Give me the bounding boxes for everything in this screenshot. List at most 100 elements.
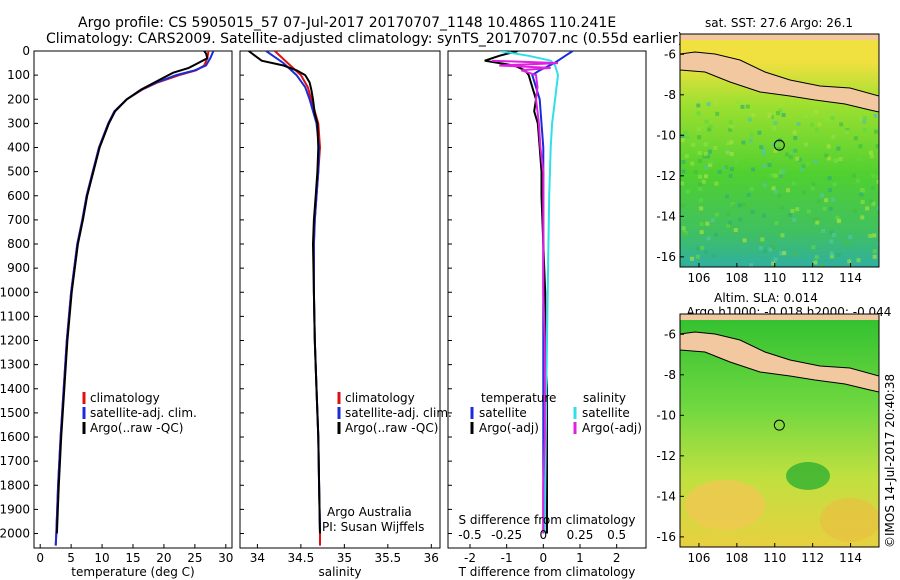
sst-pixel bbox=[703, 151, 708, 156]
sst-pixel bbox=[680, 134, 685, 138]
map-x-tick-label: 108 bbox=[725, 271, 748, 285]
sst-pixel bbox=[707, 127, 712, 132]
depth-tick-label: 1200 bbox=[0, 334, 30, 348]
map-x-tick-label: 110 bbox=[763, 551, 786, 565]
depth-tick-label: 1700 bbox=[0, 454, 30, 468]
sst-pixel bbox=[835, 215, 840, 220]
map-y-tick-label: -10 bbox=[656, 408, 676, 422]
x-tick-label: 20 bbox=[156, 551, 171, 565]
sst-pixel bbox=[801, 164, 806, 169]
sst-pixel bbox=[788, 155, 793, 160]
sst-pixel bbox=[728, 108, 733, 113]
sst-pixel bbox=[786, 188, 790, 193]
sst-pixel bbox=[824, 153, 829, 158]
sst-pixel bbox=[771, 261, 776, 266]
sst-pixel bbox=[814, 128, 819, 133]
depth-tick-label: 500 bbox=[7, 165, 30, 179]
sst-pixel bbox=[872, 254, 877, 259]
sst-pixel bbox=[793, 148, 798, 153]
sst-pixel bbox=[816, 199, 821, 204]
sst-pixel bbox=[803, 142, 808, 147]
sst-pixel bbox=[761, 147, 766, 152]
sst-pixel bbox=[741, 202, 746, 207]
sst-pixel bbox=[728, 120, 733, 125]
sst-pixel bbox=[858, 144, 863, 149]
sst-pixel bbox=[708, 124, 713, 129]
series-line-argo-raw-qc- bbox=[55, 51, 209, 534]
sst-pixel bbox=[773, 120, 778, 125]
x-tick-label: 0 bbox=[36, 551, 44, 565]
sst-pixel bbox=[767, 112, 772, 117]
sst-pixel bbox=[777, 193, 782, 198]
sst-pixel bbox=[680, 263, 685, 267]
sst-pixel bbox=[830, 254, 834, 259]
sst-pixel bbox=[796, 122, 801, 126]
sst-pixel bbox=[758, 240, 763, 245]
temperature-x-axis: 0 5 10 15 20 25 30 bbox=[36, 544, 233, 565]
sst-pixel bbox=[728, 127, 733, 132]
sst-pixel bbox=[731, 203, 736, 208]
sst-pixel bbox=[845, 129, 850, 134]
sst-texture bbox=[680, 100, 879, 267]
sst-pixel bbox=[698, 186, 702, 191]
sst-pixel bbox=[820, 193, 824, 198]
sst-pixel bbox=[814, 110, 819, 114]
sst-pixel bbox=[704, 165, 709, 170]
sst-pixel bbox=[810, 112, 815, 117]
sst-pixel bbox=[750, 209, 755, 214]
map-x-tick-label: 112 bbox=[801, 271, 824, 285]
sst-pixel bbox=[811, 182, 816, 187]
difference-xlabel-bottom: T difference from climatology bbox=[458, 565, 636, 579]
legend-label-s-argo: Argo(-adj) bbox=[582, 421, 642, 435]
sst-pixel bbox=[769, 173, 774, 178]
x-tick-label: 0 bbox=[540, 551, 548, 565]
sst-pixel bbox=[839, 122, 844, 127]
sst-pixel bbox=[767, 163, 772, 167]
sla-map: 106 108 110 112 114 -6 -8 -10 -12 -14 -16 bbox=[656, 313, 880, 565]
x-tick-label: 35.5 bbox=[374, 551, 401, 565]
depth-axis: 0 100 200 300 400 500 600 700 800 900 1000 1100 1200… bbox=[0, 44, 452, 541]
x-tick-label: 30 bbox=[218, 551, 233, 565]
java-island bbox=[680, 51, 879, 113]
sst-pixel bbox=[814, 255, 819, 260]
x-tick-label: 35 bbox=[337, 551, 352, 565]
sst-pixel bbox=[733, 228, 738, 232]
sst-pixel bbox=[868, 199, 873, 204]
temperature-xlabel: temperature (deg C) bbox=[71, 565, 194, 579]
sst-pixel bbox=[696, 127, 701, 132]
sst-pixel bbox=[725, 150, 730, 155]
x-tick-label: 34 bbox=[250, 551, 265, 565]
sst-pixel bbox=[704, 174, 708, 179]
sst-pixel bbox=[876, 179, 879, 184]
sst-pixel bbox=[782, 251, 787, 256]
map-x-tick-label: 110 bbox=[763, 271, 786, 285]
sst-pixel bbox=[781, 169, 786, 174]
sst-pixel bbox=[729, 152, 734, 156]
sst-pixel bbox=[683, 232, 687, 237]
sst-pixel bbox=[817, 122, 822, 127]
sst-pixel bbox=[831, 134, 836, 139]
series-line-s-satellite bbox=[499, 51, 560, 534]
sst-pixel bbox=[714, 212, 719, 217]
sst-map: 106 108 110 112 114 -6 -8 -10 -12 -14 -16 bbox=[656, 33, 880, 285]
sst-pixel bbox=[813, 159, 818, 164]
sst-pixel bbox=[746, 192, 751, 197]
sst-pixel bbox=[699, 230, 704, 235]
sst-pixel bbox=[705, 154, 710, 159]
sst-pixel bbox=[771, 186, 776, 191]
header-line1: Argo profile: CS 5905015_57 07-Jul-2017 … bbox=[78, 15, 616, 31]
sst-axes: 106 108 110 112 114 -6 -8 -10 -12 -14 -16 bbox=[656, 47, 862, 285]
sst-pixel bbox=[710, 218, 715, 223]
depth-tick-label: 1900 bbox=[0, 502, 30, 516]
x-tick-label: 34.5 bbox=[288, 551, 315, 565]
sst-pixel bbox=[681, 160, 686, 165]
sst-pixel bbox=[715, 111, 720, 116]
sst-pixel bbox=[773, 189, 778, 194]
java-island bbox=[680, 331, 879, 393]
sst-pixel bbox=[871, 201, 876, 206]
sst-pixel bbox=[772, 126, 777, 131]
sst-pixel bbox=[763, 249, 767, 254]
x-tick-label: 1 bbox=[576, 551, 584, 565]
sst-pixel bbox=[738, 217, 743, 222]
